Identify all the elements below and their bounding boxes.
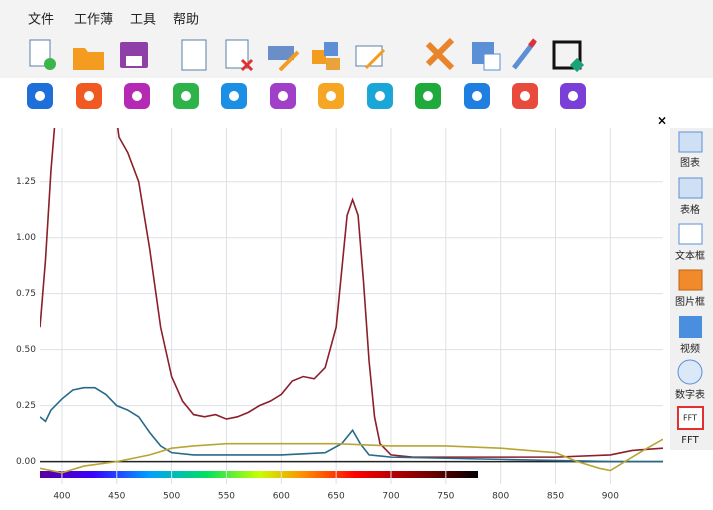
x-tick-label: 750 (437, 492, 454, 502)
x-tick-label: 550 (218, 492, 235, 502)
data-line (40, 128, 663, 458)
spectrum-bar (40, 471, 478, 478)
sidebar-label: FFT (681, 435, 699, 446)
y-tick-label: 0.25 (16, 401, 36, 411)
group-icon[interactable] (312, 50, 326, 64)
textbox-tool[interactable] (678, 223, 703, 245)
sidebar-label: 视频 (680, 342, 700, 355)
y-tick-label: 0.00 (16, 457, 36, 467)
chart-tool[interactable] (678, 131, 703, 153)
video-tool[interactable] (679, 316, 702, 338)
sidebar-label: 数字表 (675, 388, 705, 401)
tools-icon[interactable] (425, 37, 455, 71)
open-icon[interactable] (73, 48, 104, 70)
sidebar-label: 文本框 (675, 249, 705, 262)
image-tool[interactable] (678, 269, 703, 291)
y-tick-label: 1.00 (16, 233, 36, 243)
menu-item[interactable]: 帮助 (173, 13, 199, 28)
x-tick-label: 900 (602, 492, 619, 502)
sidebar-label: 图表 (680, 156, 700, 169)
frame-icon[interactable] (552, 40, 582, 70)
meter-tool[interactable] (677, 359, 703, 385)
menu-item[interactable]: 工具 (130, 13, 156, 28)
fft-icon-text: FFT (683, 414, 697, 423)
y-tick-label: 0.75 (16, 289, 36, 299)
plot-lines (40, 128, 663, 474)
edit-icon[interactable] (268, 46, 294, 60)
y-tick-label: 0.50 (16, 345, 36, 355)
x-tick-label: 600 (273, 492, 290, 502)
data-line (40, 386, 663, 463)
x-tick-label: 800 (492, 492, 509, 502)
tool-buttons (29, 37, 585, 73)
y-tick-label: 1.25 (16, 177, 36, 187)
x-tick-label: 650 (328, 492, 345, 502)
new-icon[interactable] (29, 39, 51, 67)
x-tick-label: 700 (382, 492, 399, 502)
menu-item[interactable]: 工作薄 (74, 13, 113, 28)
fft-tool[interactable] (677, 406, 704, 430)
page-icon[interactable] (181, 39, 207, 71)
x-tick-label: 450 (108, 492, 125, 502)
table-tool[interactable] (678, 177, 703, 199)
sidebar-label: 表格 (680, 203, 700, 216)
x-tick-label: 850 (547, 492, 564, 502)
sidebar-label: 图片框 (675, 295, 705, 308)
data-line (40, 438, 663, 474)
x-tick-label: 500 (163, 492, 180, 502)
x-tick-label: 400 (53, 492, 70, 502)
close-button[interactable]: × (657, 114, 667, 128)
menu-item[interactable]: 文件 (28, 13, 54, 28)
app-icons (27, 83, 586, 109)
